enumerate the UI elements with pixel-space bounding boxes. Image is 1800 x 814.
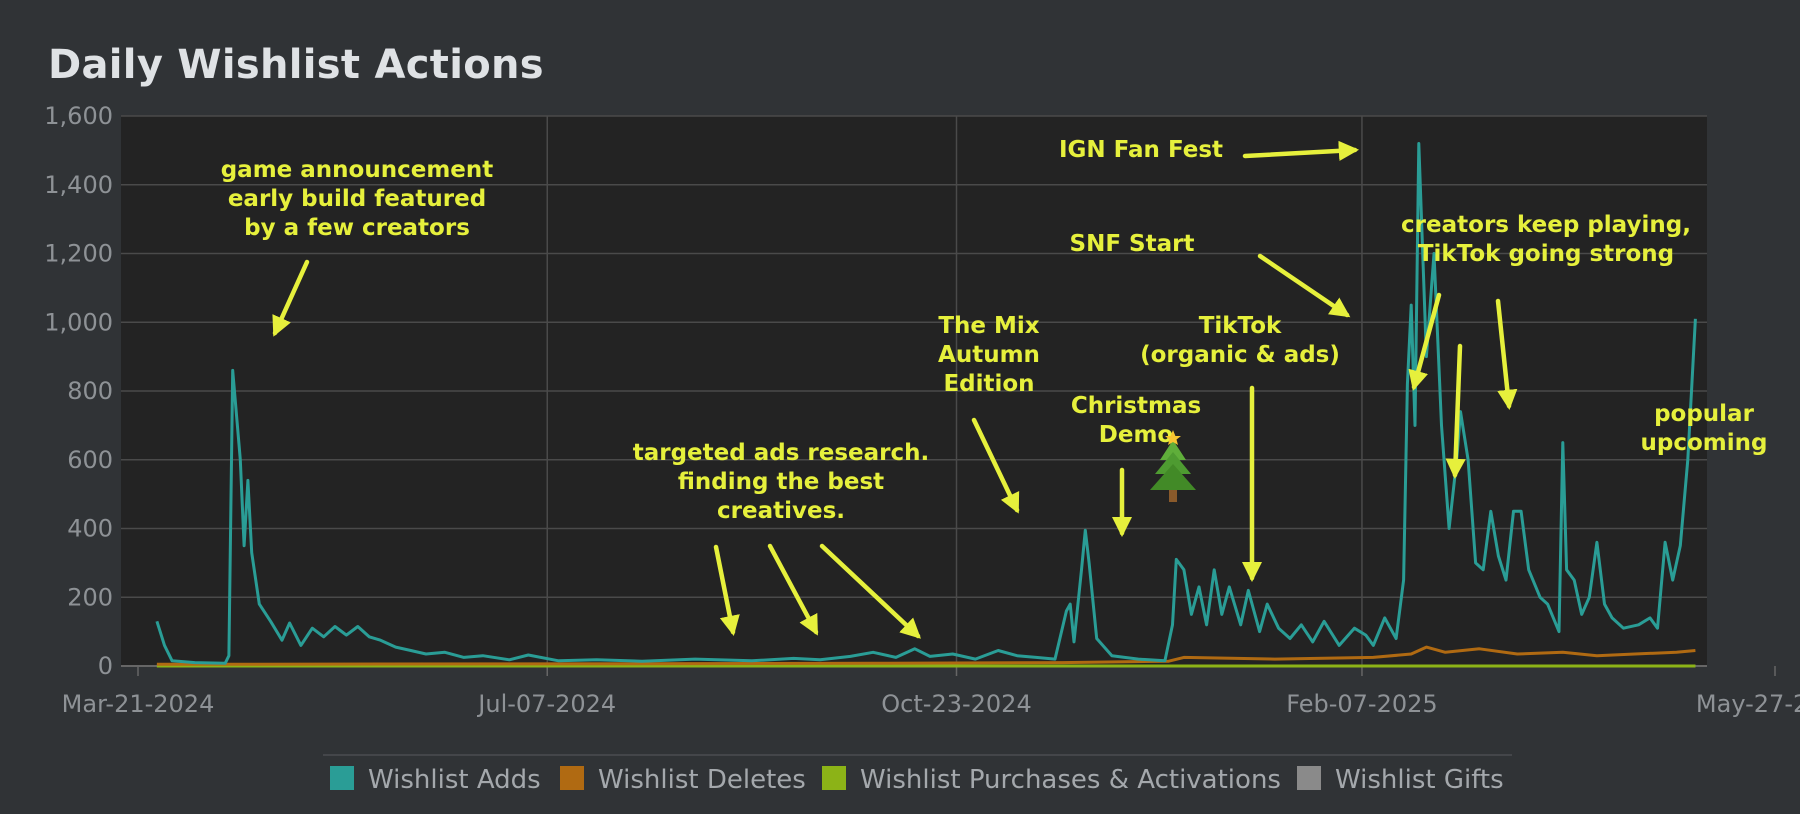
y-axis: 0 200 400 600 800 1,000 1,200 1,400 1,600 bbox=[44, 102, 113, 680]
legend-item[interactable]: Wishlist Adds bbox=[330, 765, 541, 795]
legend-swatch bbox=[330, 766, 354, 790]
annotation-line: Edition bbox=[943, 371, 1034, 397]
annotation-arrow bbox=[767, 543, 819, 636]
series-group bbox=[155, 142, 1697, 668]
annotation-text: TikTok (organic & ads) bbox=[1140, 313, 1340, 368]
annotation-text: targeted ads research. finding the best cr… bbox=[633, 440, 930, 524]
annotation-line: TikTok bbox=[1199, 313, 1282, 339]
annotation-line: (organic & ads) bbox=[1140, 342, 1340, 368]
y-tick-label: 1,000 bbox=[44, 308, 113, 336]
annotation-line: game announcement bbox=[221, 157, 494, 183]
christmas-tree-icon bbox=[1150, 430, 1196, 502]
annotation-text: popular upcoming bbox=[1641, 401, 1768, 456]
annotation-line: creators keep playing, bbox=[1401, 212, 1691, 238]
annotation-arrow bbox=[819, 543, 921, 639]
annotation-arrow bbox=[1408, 292, 1442, 391]
y-tick-label: 1,200 bbox=[44, 240, 113, 268]
annotation-line: targeted ads research. bbox=[633, 440, 930, 466]
x-tick-label: Mar-21-2024 bbox=[62, 690, 215, 718]
y-tick-label: 0 bbox=[98, 652, 113, 680]
x-tick-label: May-27-2025 bbox=[1696, 690, 1800, 718]
x-tick-label: Jul-07-2024 bbox=[476, 690, 616, 718]
y-tick-label: 1,400 bbox=[44, 171, 113, 199]
series-line-wishlist-adds bbox=[155, 142, 1697, 665]
annotation-line: Christmas bbox=[1071, 393, 1201, 419]
y-tick-label: 400 bbox=[67, 515, 113, 543]
x-axis: Mar-21-2024 Jul-07-2024 Oct-23-2024 Feb-07-… bbox=[62, 666, 1800, 718]
annotation-arrow bbox=[1445, 343, 1466, 480]
annotation-line: Autumn bbox=[938, 342, 1040, 368]
legend-item[interactable]: Wishlist Deletes bbox=[560, 765, 806, 795]
series-line-wishlist-deletes bbox=[156, 645, 1696, 666]
legend-label: Wishlist Purchases & Activations bbox=[860, 765, 1281, 795]
chart-title: Daily Wishlist Actions bbox=[48, 42, 544, 88]
y-tick-label: 600 bbox=[67, 446, 113, 474]
annotation-arrow bbox=[1257, 253, 1351, 318]
x-tick-label: Feb-07-2025 bbox=[1286, 690, 1437, 718]
annotation-line: finding the best bbox=[678, 469, 884, 495]
annotation-text: game announcement early build featured by … bbox=[221, 157, 494, 241]
annotation-line: early build featured bbox=[228, 186, 486, 212]
legend: Wishlist Adds Wishlist Deletes Wishlist Pu… bbox=[323, 754, 1512, 795]
x-tick-label: Oct-23-2024 bbox=[881, 690, 1031, 718]
legend-item[interactable]: Wishlist Purchases & Activations bbox=[822, 765, 1281, 795]
annotation-arrow bbox=[971, 417, 1020, 514]
annotation-text: creators keep playing, TikTok going stron… bbox=[1401, 212, 1691, 267]
annotation-arrow bbox=[1495, 298, 1518, 411]
legend-swatch bbox=[560, 766, 584, 790]
annotation-line: SNF Start bbox=[1070, 231, 1195, 257]
annotation-line: creatives. bbox=[717, 498, 845, 524]
annotation-line: The Mix bbox=[938, 313, 1039, 339]
legend-label: Wishlist Gifts bbox=[1335, 765, 1504, 795]
legend-item[interactable]: Wishlist Gifts bbox=[1297, 765, 1504, 795]
annotation-text: IGN Fan Fest bbox=[1059, 137, 1223, 163]
annotation-arrow bbox=[1242, 140, 1360, 161]
y-tick-label: 800 bbox=[67, 377, 113, 405]
annotation-line: popular bbox=[1654, 401, 1755, 427]
annotation-arrow bbox=[272, 259, 310, 337]
legend-label: Wishlist Deletes bbox=[598, 765, 806, 795]
legend-swatch bbox=[822, 766, 846, 790]
annotation-line: TikTok going strong bbox=[1418, 241, 1674, 267]
y-tick-label: 1,600 bbox=[44, 102, 113, 130]
annotation-line: IGN Fan Fest bbox=[1059, 137, 1223, 163]
legend-label: Wishlist Adds bbox=[368, 765, 541, 795]
annotation-line: upcoming bbox=[1641, 430, 1768, 456]
annotation-text: The Mix Autumn Edition bbox=[938, 313, 1040, 397]
annotation-arrow bbox=[713, 544, 740, 636]
annotation-text: SNF Start bbox=[1070, 231, 1195, 257]
legend-swatch bbox=[1297, 766, 1321, 790]
annotations: game announcement early build featured by … bbox=[221, 137, 1768, 639]
y-tick-label: 200 bbox=[67, 583, 113, 611]
annotation-line: Demo bbox=[1099, 422, 1173, 448]
annotation-text: Christmas Demo bbox=[1071, 393, 1201, 448]
annotation-line: by a few creators bbox=[244, 215, 470, 241]
